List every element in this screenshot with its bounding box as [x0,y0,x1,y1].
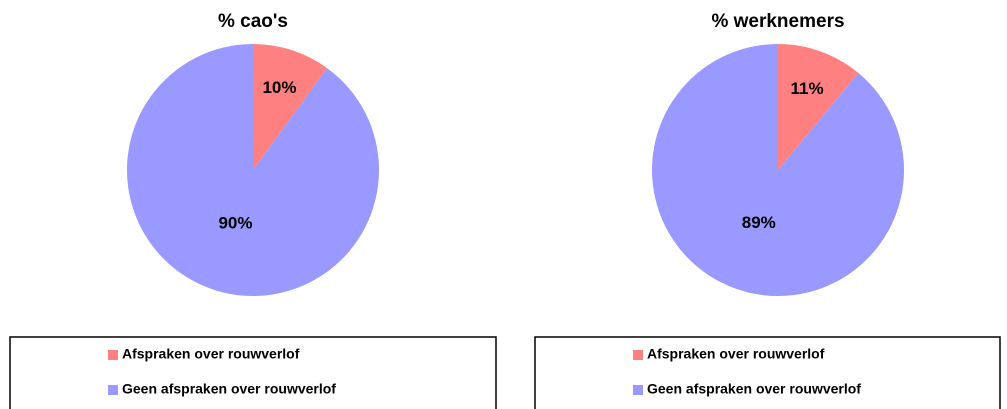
legend-label: Geen afspraken over rouwverlof [122,381,336,397]
legend-swatch [633,350,643,360]
pie-slice [127,44,379,296]
data-label: 89% [742,213,776,232]
pie-slice [652,44,905,296]
pie-slice [253,44,328,170]
legend-label: Afspraken over rouwverlof [122,346,300,362]
legend-swatch [633,385,643,395]
pie-slice [778,44,859,170]
data-label: 11% [790,79,823,98]
data-label: 90% [218,213,252,232]
legend-swatch [108,385,118,395]
legend-box [534,336,1001,409]
legend-label: Afspraken over rouwverlof [647,346,825,362]
chart-title: % cao's [218,11,288,32]
chart-title: % werknemers [711,11,844,32]
legend-label: Geen afspraken over rouwverlof [647,381,861,397]
legend-box [9,336,497,409]
legend-swatch [108,350,118,360]
data-label: 10% [262,78,296,97]
